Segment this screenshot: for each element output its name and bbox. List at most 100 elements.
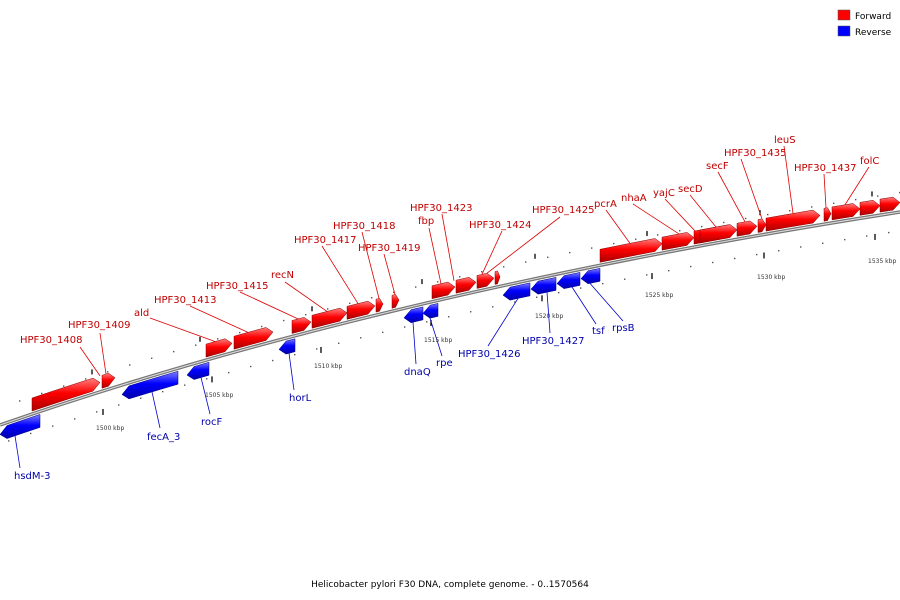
gene-arrow-HPF30_1408[interactable] xyxy=(31,377,101,412)
gene-label[interactable]: rpsB xyxy=(612,323,635,334)
gene-label[interactable]: HPF30_1437 xyxy=(794,163,856,174)
legend: Forward Reverse xyxy=(837,9,892,38)
gene-arrow-HPF30_1435[interactable] xyxy=(757,218,767,233)
legend-reverse-swatch xyxy=(837,25,851,37)
gene-label[interactable]: nhaA xyxy=(621,193,647,204)
gene-arrow-HPF30_1425[interactable] xyxy=(494,270,501,285)
gene-label[interactable]: HPF30_1423 xyxy=(410,203,472,214)
gene-label[interactable]: secF xyxy=(706,161,729,172)
gene-label[interactable]: HPF30_1426 xyxy=(458,349,520,360)
gene-arrow-rpsB[interactable] xyxy=(580,268,601,285)
gene-label[interactable]: HPF30_1425 xyxy=(532,205,594,216)
gene-label[interactable]: secD xyxy=(678,184,703,195)
gene-arrow-HPF30_1409[interactable] xyxy=(101,372,116,389)
minor-tick xyxy=(613,242,615,245)
minor-tick xyxy=(459,276,461,278)
minor-tick xyxy=(734,257,736,260)
minor-tick xyxy=(470,311,472,313)
gene-label[interactable]: HPF30_1417 xyxy=(294,235,356,246)
gene-arrow-rpe[interactable] xyxy=(422,303,439,319)
gene-arrow-tsf[interactable] xyxy=(556,272,581,289)
label-leader xyxy=(589,283,624,322)
minor-tick xyxy=(74,418,76,420)
minor-tick xyxy=(371,297,373,299)
gene-label[interactable]: HPF30_1408 xyxy=(20,335,82,346)
gene-label[interactable]: recN xyxy=(271,270,294,281)
gene-label[interactable]: fecA_3 xyxy=(147,432,180,443)
scale-label: 1510 kbp xyxy=(314,363,342,370)
gene-arrow-folC[interactable] xyxy=(831,203,861,221)
gene-arrow-rocF[interactable] xyxy=(186,361,210,380)
gene-label[interactable]: yajC xyxy=(653,188,675,199)
gene-arrow-recN[interactable] xyxy=(311,307,348,329)
gene-arrow-secF[interactable] xyxy=(736,220,758,237)
gene-arrow-HPF30_1424[interactable] xyxy=(476,272,495,289)
gene-label[interactable]: rpe xyxy=(436,358,453,369)
gene-arrow-HPF30_1418[interactable] xyxy=(375,297,384,313)
gene-label[interactable]: pcrA xyxy=(594,199,617,210)
gene-arrow-HPF30_1415[interactable] xyxy=(291,317,312,334)
gene-arrow-HPF30_1427[interactable] xyxy=(530,277,557,295)
gene-arrow-nhaA[interactable] xyxy=(661,232,695,251)
gene-arrow-fecA_3[interactable] xyxy=(121,370,179,400)
minor-tick xyxy=(151,357,153,359)
gene-arrow-ald[interactable] xyxy=(205,338,233,358)
gene-arrow-HPF30_1423[interactable] xyxy=(455,276,477,294)
gene-arrow-pcrA[interactable] xyxy=(599,238,663,263)
gene-label[interactable]: HPF30_1435 xyxy=(724,148,786,159)
gene-label[interactable]: ald xyxy=(134,308,149,319)
label-leader xyxy=(546,292,551,334)
minor-tick xyxy=(393,291,395,294)
gene-arrow-HPF30_1419[interactable] xyxy=(391,294,400,309)
minor-tick xyxy=(657,234,659,236)
minor-tick xyxy=(679,229,681,232)
gene-arrow-hsdM-3[interactable] xyxy=(0,414,41,439)
gene-arrow-HPF30_1417[interactable] xyxy=(346,300,376,320)
minor-tick xyxy=(349,302,351,305)
gene-label[interactable]: folC xyxy=(860,156,879,167)
minor-tick xyxy=(217,338,219,340)
gene-label[interactable]: horL xyxy=(289,393,312,404)
minor-tick xyxy=(415,286,417,288)
gene-label[interactable]: HPF30_1415 xyxy=(206,281,268,292)
label-leader xyxy=(605,209,631,244)
gene-arrow-horL[interactable] xyxy=(278,338,296,355)
gene-label[interactable]: leuS xyxy=(774,135,796,146)
label-leader xyxy=(740,158,763,219)
minor-tick xyxy=(272,359,274,362)
gene-label[interactable]: HPF30_1424 xyxy=(469,220,531,231)
minor-tick xyxy=(404,326,406,328)
gene-label[interactable]: rocF xyxy=(201,417,223,428)
minor-tick xyxy=(591,247,593,249)
gene-label[interactable]: tsf xyxy=(592,326,605,337)
gene-arrow-HPF30_1426[interactable] xyxy=(502,282,531,301)
gene-arrow-HPF30_1437[interactable] xyxy=(823,207,832,222)
gene-arrow-HPF30_1413[interactable] xyxy=(233,327,274,350)
minor-tick xyxy=(261,325,263,328)
minor-tick xyxy=(712,261,714,264)
gene-label[interactable]: HPF30_1418 xyxy=(333,221,395,232)
gene-arrow-leuS[interactable] xyxy=(765,209,821,232)
gene-arrow-continuation[interactable] xyxy=(879,196,900,213)
minor-tick xyxy=(844,238,846,241)
label-leader xyxy=(783,145,794,214)
gene-label[interactable]: HPF30_1409 xyxy=(68,320,130,331)
label-leader xyxy=(664,198,696,232)
gene-label[interactable]: hsdM-3 xyxy=(14,471,51,482)
minor-tick xyxy=(635,238,637,240)
minor-tick xyxy=(228,371,230,374)
gene-label[interactable]: HPF30_1413 xyxy=(154,295,216,306)
scale-labels: 1500 kbp 1505 kbp 1510 kbp 1515 kbp 1520… xyxy=(96,258,896,432)
gene-label[interactable]: dnaQ xyxy=(404,367,431,378)
gene-label[interactable]: HPF30_1427 xyxy=(522,336,584,347)
minor-tick xyxy=(96,411,98,413)
gene-arrow-fbp[interactable] xyxy=(431,281,456,300)
label-leader xyxy=(571,286,597,325)
minor-tick xyxy=(525,261,527,263)
gene-label[interactable]: fbp xyxy=(418,216,434,227)
gene-arrow-secD[interactable] xyxy=(699,224,738,244)
gene-label[interactable]: HPF30_1419 xyxy=(358,243,420,254)
minor-tick xyxy=(547,256,549,258)
gene-arrow-continuation[interactable] xyxy=(859,199,881,216)
